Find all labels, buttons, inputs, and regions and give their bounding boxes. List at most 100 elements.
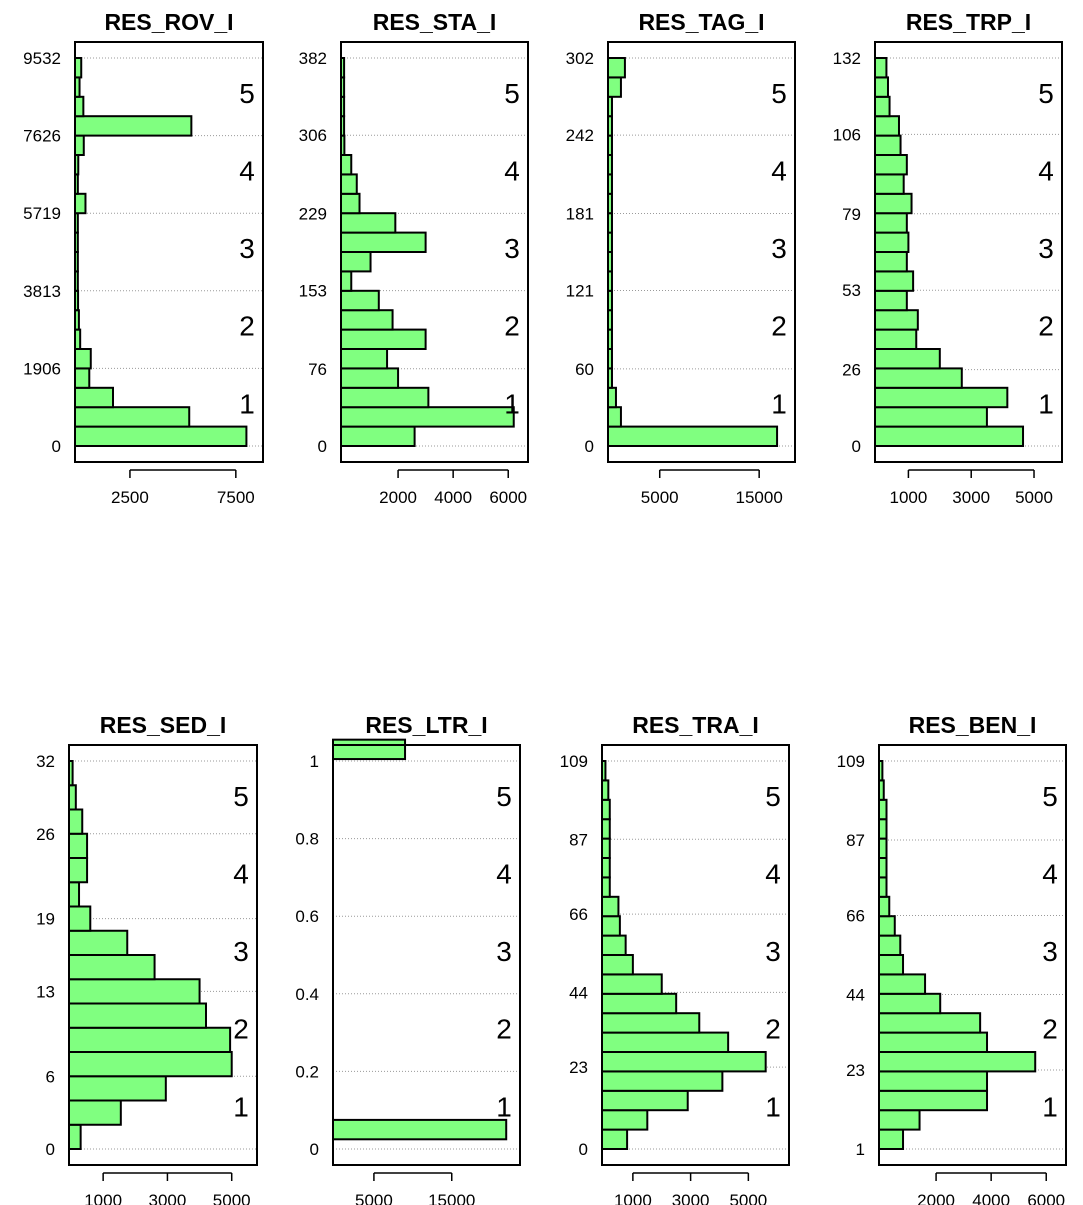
chart-title: RES_TAG_I [638, 9, 764, 35]
x-tick-label: 5000 [729, 1191, 767, 1205]
y-tick-label: 60 [575, 360, 594, 379]
histogram-bar [879, 1130, 903, 1149]
quintile-label: 3 [765, 936, 781, 967]
histogram-bar [75, 194, 85, 213]
x-tick-label: 5000 [641, 488, 679, 507]
histogram-bar [875, 77, 888, 96]
histogram-bar [608, 58, 625, 77]
x-tick-label: 15000 [428, 1191, 475, 1205]
histogram-bar [602, 897, 618, 916]
histogram-bar [879, 1033, 987, 1052]
quintile-label: 2 [1042, 1014, 1058, 1045]
histogram-bar [875, 194, 912, 213]
y-tick-label: 1 [856, 1140, 865, 1159]
quintile-label: 2 [771, 311, 787, 342]
x-tick-label: 6000 [1027, 1191, 1065, 1205]
histogram-bar [69, 810, 82, 834]
histogram-bar [875, 310, 918, 329]
y-tick-label: 66 [569, 905, 588, 924]
x-tick-label: 4000 [434, 488, 472, 507]
y-tick-label: 106 [833, 125, 861, 144]
histogram-bar [879, 916, 895, 935]
histogram-bar [341, 271, 351, 290]
y-tick-label: 32 [36, 752, 55, 771]
histogram-bar [602, 819, 610, 838]
quintile-label: 4 [504, 156, 520, 187]
histogram-bar [875, 368, 962, 387]
histogram-bar [69, 1076, 166, 1100]
histogram-bar [341, 388, 428, 407]
histogram-bar [602, 974, 662, 993]
chart-title: RES_ROV_I [104, 9, 233, 35]
histogram-bar [341, 155, 351, 174]
quintile-label: 5 [765, 781, 781, 812]
histogram-bar [341, 252, 371, 271]
x-tick-label: 2500 [111, 488, 149, 507]
quintile-label: 4 [1038, 156, 1054, 187]
quintile-label: 5 [1042, 781, 1058, 812]
histogram-panel-res_tag_i: RES_TAG_I0601211812423025000 1500012345 [566, 9, 795, 507]
histogram-bar [341, 194, 360, 213]
y-tick-label: 0 [585, 437, 594, 456]
histogram-bar [602, 1091, 688, 1110]
y-tick-label: 87 [846, 831, 865, 850]
quintile-label: 1 [504, 388, 520, 419]
x-tick-label: 15000 [736, 488, 783, 507]
quintile-label: 4 [496, 859, 512, 890]
x-tick-label: 2000 [917, 1191, 955, 1205]
histogram-panel-res_ben_i: RES_BEN_I1234466871092000 4000 600012345 [837, 712, 1066, 1205]
histogram-bar [608, 77, 621, 96]
y-tick-label: 6 [46, 1067, 55, 1086]
histogram-bar [875, 174, 904, 193]
y-tick-label: 13 [36, 982, 55, 1001]
y-tick-label: 79 [842, 205, 861, 224]
histogram-bar [69, 979, 200, 1003]
histogram-bar [69, 1028, 230, 1052]
histogram-bar [875, 427, 1023, 446]
y-tick-label: 26 [842, 361, 861, 380]
histogram-panel-res_sta_i: RES_STA_I0761532293063822000 4000 60001234… [299, 9, 528, 507]
histogram-bar [69, 858, 87, 882]
histogram-bar [341, 427, 415, 446]
x-tick-label: 1000 [614, 1191, 652, 1205]
histogram-bar [602, 1033, 728, 1052]
y-tick-label: 76 [308, 360, 327, 379]
y-tick-label: 0 [579, 1140, 588, 1159]
quintile-label: 1 [233, 1091, 249, 1122]
histogram-panel-res_trp_i: RES_TRP_I02653791061321000 3000 500012345 [833, 9, 1062, 507]
x-tick-label: 2000 [379, 488, 417, 507]
histogram-bar [341, 330, 426, 349]
chart-title: RES_STA_I [373, 9, 497, 35]
plot-frame [333, 745, 520, 1165]
histogram-bar [875, 97, 890, 116]
histogram-bar [875, 155, 907, 174]
x-tick-label: 3000 [149, 1191, 187, 1205]
quintile-label: 5 [233, 781, 249, 812]
histogram-bar [75, 388, 113, 407]
histogram-bar [879, 819, 887, 838]
quintile-label: 3 [771, 233, 787, 264]
quintile-label: 1 [239, 388, 255, 419]
y-tick-label: 5719 [23, 204, 61, 223]
y-tick-label: 44 [569, 983, 588, 1002]
histogram-bar [602, 1130, 627, 1149]
histogram-bar [69, 955, 155, 979]
histogram-bar [602, 1110, 647, 1129]
y-tick-label: 87 [569, 830, 588, 849]
y-tick-label: 109 [560, 752, 588, 771]
histogram-bar [69, 1101, 121, 1125]
y-tick-label: 9532 [23, 49, 61, 68]
histogram-bar [879, 858, 887, 877]
quintile-label: 5 [771, 78, 787, 109]
histogram-bar [602, 916, 620, 935]
histogram-bar [341, 291, 379, 310]
quintile-label: 1 [1038, 388, 1054, 419]
histogram-bar [879, 800, 887, 819]
histogram-bar [341, 368, 398, 387]
y-tick-label: 44 [846, 986, 865, 1005]
chart-title: RES_TRP_I [906, 9, 1031, 35]
histogram-bar [602, 1071, 722, 1090]
histogram-bar [875, 116, 899, 135]
y-tick-label: 302 [566, 49, 594, 68]
